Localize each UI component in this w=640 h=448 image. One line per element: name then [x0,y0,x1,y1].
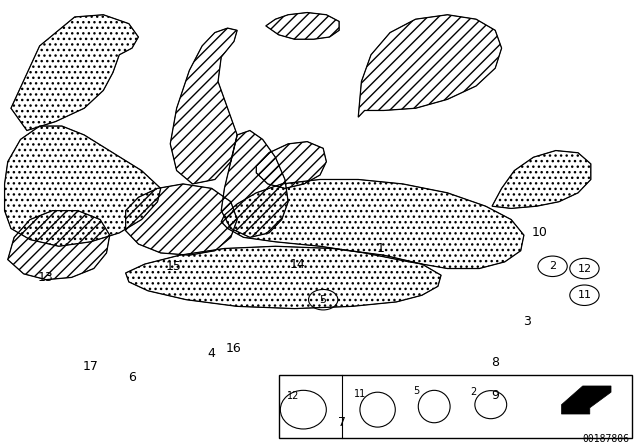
Text: 11: 11 [354,389,366,399]
Text: 1: 1 [376,242,385,255]
Text: 3: 3 [523,315,531,328]
Text: 12: 12 [287,391,299,401]
Text: 2: 2 [470,387,476,397]
Text: 00187806: 00187806 [582,435,629,444]
Text: 4: 4 [208,347,216,360]
Text: 11: 11 [577,290,591,300]
Text: 13: 13 [38,271,54,284]
Text: 10: 10 [532,226,548,239]
Text: 6: 6 [128,371,136,384]
Text: 17: 17 [83,360,99,373]
Polygon shape [561,386,611,414]
Text: 12: 12 [577,263,591,274]
Text: 15: 15 [166,260,181,273]
Text: 5: 5 [413,386,420,396]
Text: 2: 2 [549,261,556,271]
Text: 16: 16 [226,342,242,355]
Bar [278,375,632,438]
Text: 8: 8 [492,356,499,369]
Text: 7: 7 [339,416,346,429]
Text: 14: 14 [290,258,305,271]
Text: 5: 5 [320,295,326,305]
Text: 9: 9 [492,389,499,402]
